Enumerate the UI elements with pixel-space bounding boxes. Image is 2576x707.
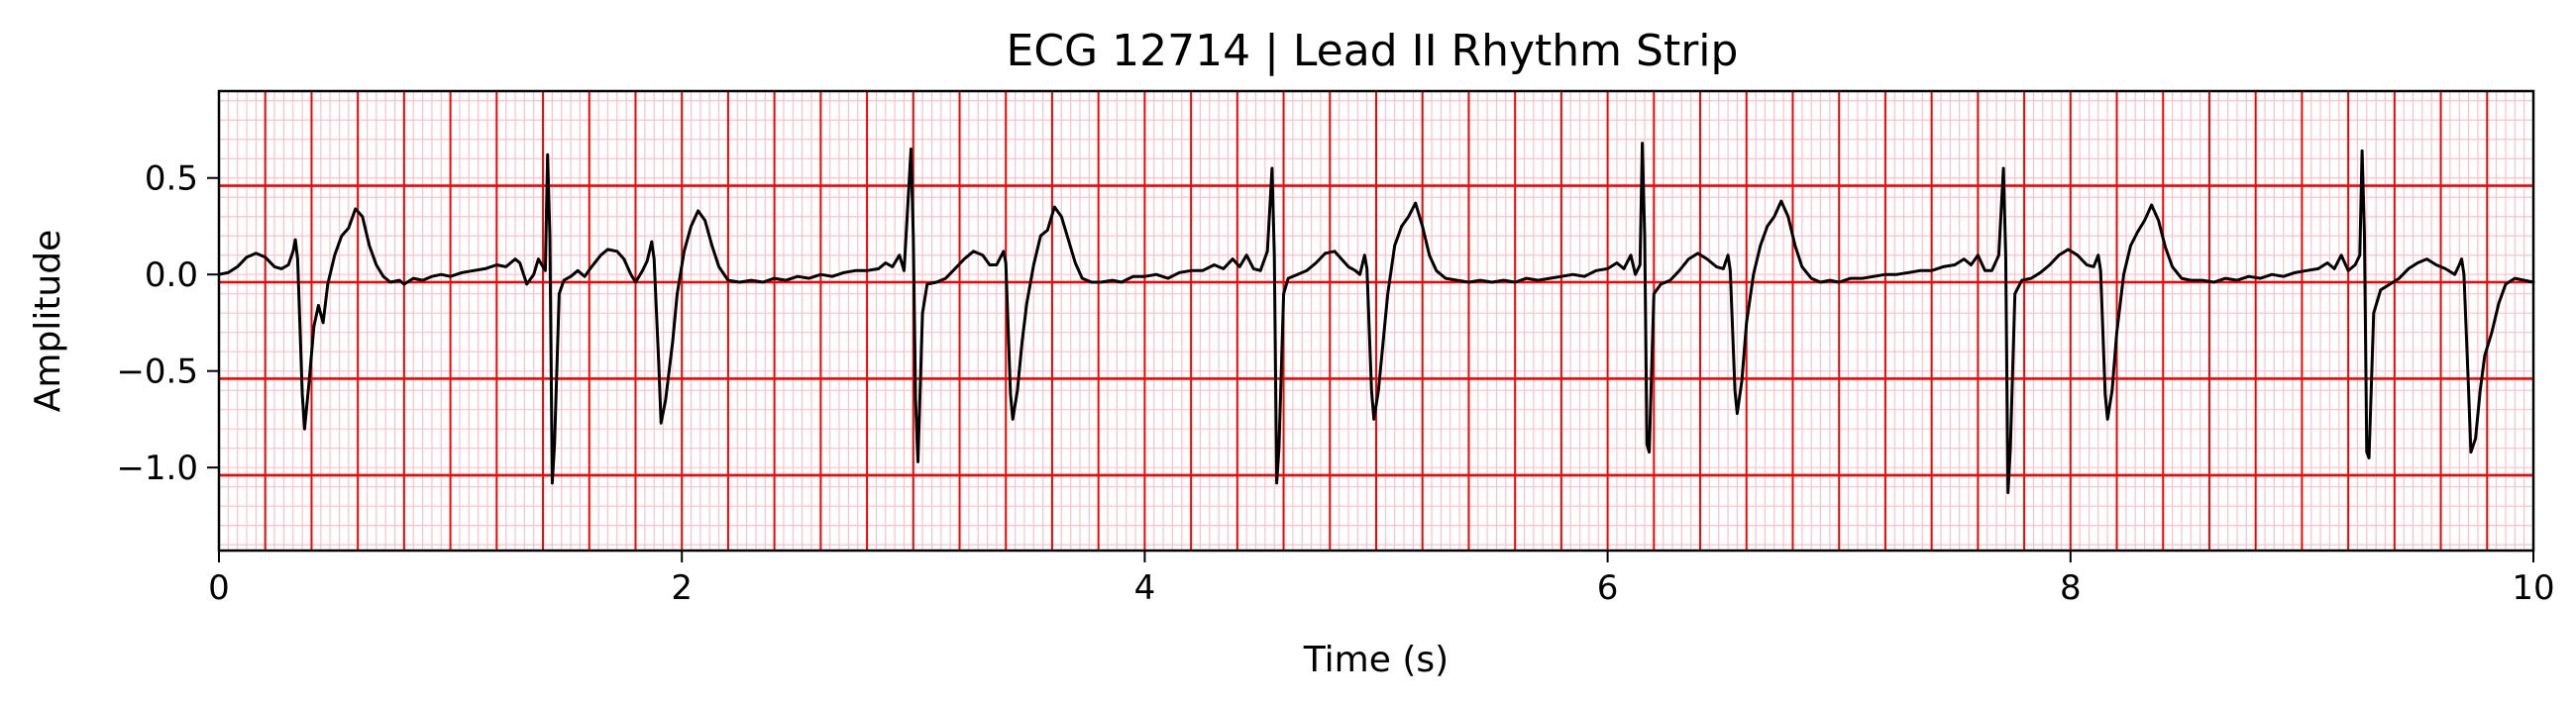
x-tick-label: 8 <box>2060 568 2082 608</box>
y-tick-label: 0.0 <box>145 255 198 295</box>
x-tick-label: 6 <box>1597 568 1619 608</box>
plot-frame <box>217 89 2535 553</box>
plot-area <box>217 89 2535 553</box>
ecg-trace-line <box>217 142 2535 494</box>
y-axis: 0.5 0.0 −0.5 −1.0 <box>116 159 219 488</box>
x-tick-label: 4 <box>1134 568 1156 608</box>
major-grid <box>219 91 2533 551</box>
y-tick-label: −1.0 <box>116 449 198 488</box>
x-axis-title: Time (s) <box>1303 640 1449 680</box>
y-axis-title: Amplitude <box>28 230 68 412</box>
chart-title: ECG 12714 | Lead II Rhythm Strip <box>1007 26 1739 76</box>
x-tick-label: 0 <box>208 568 230 608</box>
x-axis: 0 2 4 6 8 10 <box>208 551 2555 608</box>
x-tick-label: 10 <box>2512 568 2554 608</box>
y-tick-label: 0.5 <box>145 159 198 199</box>
x-tick-label: 2 <box>671 568 693 608</box>
y-tick-label: −0.5 <box>116 353 198 392</box>
